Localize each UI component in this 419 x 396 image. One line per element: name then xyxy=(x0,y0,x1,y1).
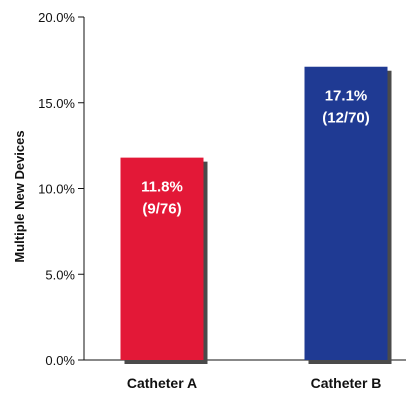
y-tick-label: 0.0% xyxy=(45,353,75,368)
x-category-label: Catheter A xyxy=(127,375,197,391)
bar-value-label: 17.1% xyxy=(325,88,368,105)
x-axis-labels: Catheter A Catheter B xyxy=(127,375,382,391)
y-tick-label: 15.0% xyxy=(38,96,75,111)
x-category-label: Catheter B xyxy=(311,375,382,391)
bars xyxy=(120,66,392,365)
y-tick-label: 5.0% xyxy=(45,267,75,282)
bar-count-label: (12/70) xyxy=(322,110,370,127)
y-tick-label: 20.0% xyxy=(38,10,75,25)
bar xyxy=(120,157,204,360)
bar-value-label: 11.8% xyxy=(141,179,183,196)
y-axis-title: Multiple New Devices xyxy=(12,130,27,262)
y-axis-ticks: 0.0% 5.0% 10.0% 15.0% 20.0% xyxy=(38,10,84,368)
bar-data-labels: 11.8% (9/76) 17.1% (12/70) xyxy=(141,88,370,218)
bar-count-label: (9/76) xyxy=(142,201,181,218)
y-tick-label: 10.0% xyxy=(38,182,75,197)
bar xyxy=(304,66,388,361)
